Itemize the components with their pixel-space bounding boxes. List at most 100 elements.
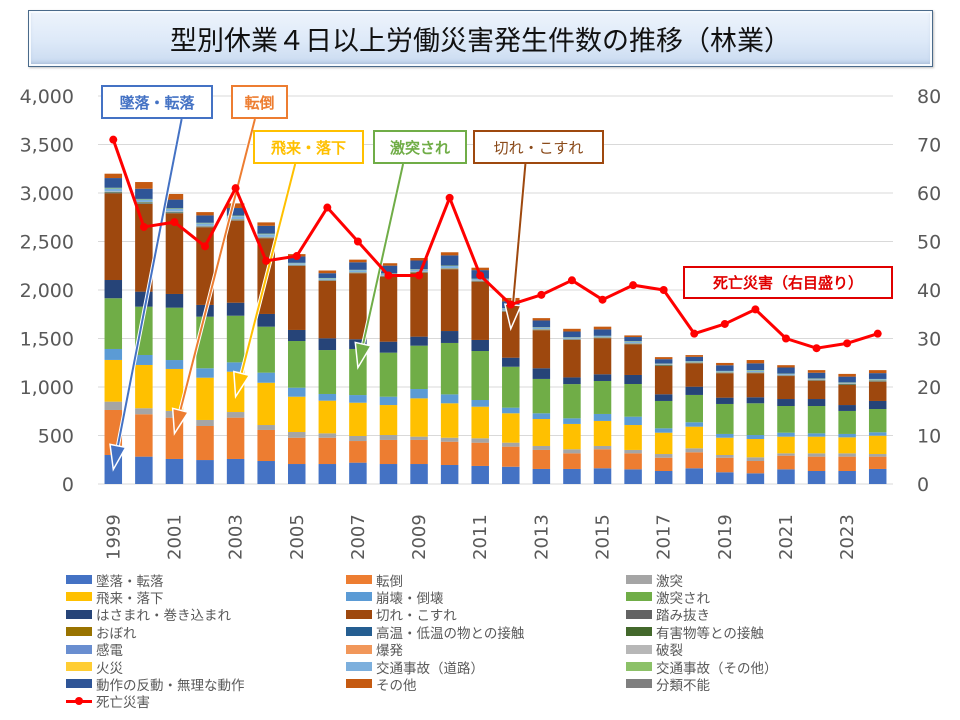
bar-segment [593, 326, 612, 330]
stacked-bars [104, 173, 887, 484]
legend-swatch-icon [346, 575, 372, 584]
bar-segment [746, 363, 765, 371]
x-tick-label: 2017 [654, 514, 675, 560]
bar-segment [807, 433, 826, 437]
bar-segment [165, 307, 184, 361]
bar-segment [624, 453, 642, 470]
x-tick-label: 2005 [287, 514, 308, 560]
legend-swatch-icon [346, 662, 372, 671]
bar-segment [165, 213, 184, 294]
legend-swatch-icon [346, 679, 372, 689]
bar-stack [746, 360, 765, 484]
bar-segment [532, 330, 551, 369]
legend-item: 有害物等との接触 [626, 623, 764, 642]
bar-segment [257, 372, 275, 383]
bar-segment [349, 270, 367, 273]
bar-segment [716, 397, 734, 404]
bar-segment [716, 403, 734, 434]
bar-segment [502, 407, 520, 414]
death-point [170, 218, 179, 227]
y2-tick-label: 0 [917, 474, 929, 496]
callout-label: 飛来・落下 [270, 138, 346, 157]
bar-segment [440, 269, 459, 332]
legend-item: 転倒 [346, 571, 403, 590]
bar-segment [226, 412, 245, 418]
bar-segment [685, 426, 703, 449]
legend-item: 飛来・落下 [66, 588, 164, 607]
bar-segment [349, 441, 367, 463]
bar-segment [379, 439, 398, 465]
bar-segment [257, 222, 275, 226]
bar-segment [777, 453, 795, 456]
legend-item: 切れ・こすれ [346, 606, 457, 624]
bar-segment [226, 203, 245, 209]
bar-segment [838, 433, 856, 438]
bar-segment [226, 362, 245, 372]
bar-segment [807, 456, 826, 472]
death-point [690, 329, 699, 338]
legend-swatch-icon [66, 679, 92, 689]
bar-segment [716, 373, 734, 398]
death-point [353, 237, 362, 246]
death-point [873, 329, 882, 338]
bar-segment [838, 382, 856, 384]
bar-stack [226, 203, 245, 484]
bar-segment [440, 252, 459, 256]
bar-segment [196, 460, 214, 484]
bar-segment [593, 380, 612, 414]
bar-segment [318, 273, 337, 278]
bar-segment [654, 432, 673, 455]
bar-segment [654, 357, 673, 360]
y-tick-label: 3,000 [20, 183, 74, 205]
bar-segment [807, 378, 826, 380]
y2-tick-label: 70 [917, 135, 941, 157]
bar-segment [135, 408, 153, 415]
bar-segment [165, 193, 184, 200]
bar-segment [654, 400, 673, 429]
bar-segment [502, 366, 520, 408]
death-point [843, 339, 852, 348]
bar-segment [838, 373, 856, 377]
bar-segment [716, 454, 734, 458]
bar-segment [379, 352, 398, 397]
bar-segment [716, 437, 734, 455]
bar-segment [410, 336, 428, 346]
death-point [323, 203, 332, 212]
y-tick-label: 2,500 [20, 232, 74, 254]
bar-segment [807, 453, 826, 457]
legend-swatch-icon [66, 644, 92, 654]
x-tick-label: 2023 [837, 514, 858, 560]
legend-item: 火災 [66, 658, 123, 677]
bar-segment [165, 199, 184, 209]
bar-segment [868, 400, 887, 410]
bar-segment [624, 341, 642, 344]
bar-segment [257, 326, 275, 373]
callout-arrow-line [362, 163, 405, 345]
bar-segment [868, 370, 887, 374]
callout-arrowhead [171, 407, 190, 436]
bar-segment [777, 469, 795, 484]
bar-segment [440, 437, 459, 442]
bar-segment [288, 387, 306, 397]
bar-segment [257, 225, 275, 234]
bar-segment [135, 364, 153, 409]
bar-segment [777, 406, 795, 433]
bar-segment [868, 456, 887, 469]
legend-label: 死亡災害 [96, 695, 150, 712]
death-point [292, 252, 301, 261]
x-tick-label: 2015 [593, 514, 614, 560]
y-tick-label: 1,000 [20, 377, 74, 399]
bar-stack [104, 173, 123, 484]
legend-label: 墜落・転落 [96, 573, 164, 590]
bar-segment [196, 419, 214, 426]
bar-segment [471, 399, 489, 407]
x-tick-label: 1999 [103, 514, 124, 560]
bar-segment [471, 351, 489, 400]
bar-segment [685, 394, 703, 423]
bar-segment [685, 452, 703, 469]
bar-segment [716, 365, 734, 371]
bar-segment [440, 342, 459, 395]
death-point [445, 193, 454, 202]
bar-segment [502, 311, 520, 358]
